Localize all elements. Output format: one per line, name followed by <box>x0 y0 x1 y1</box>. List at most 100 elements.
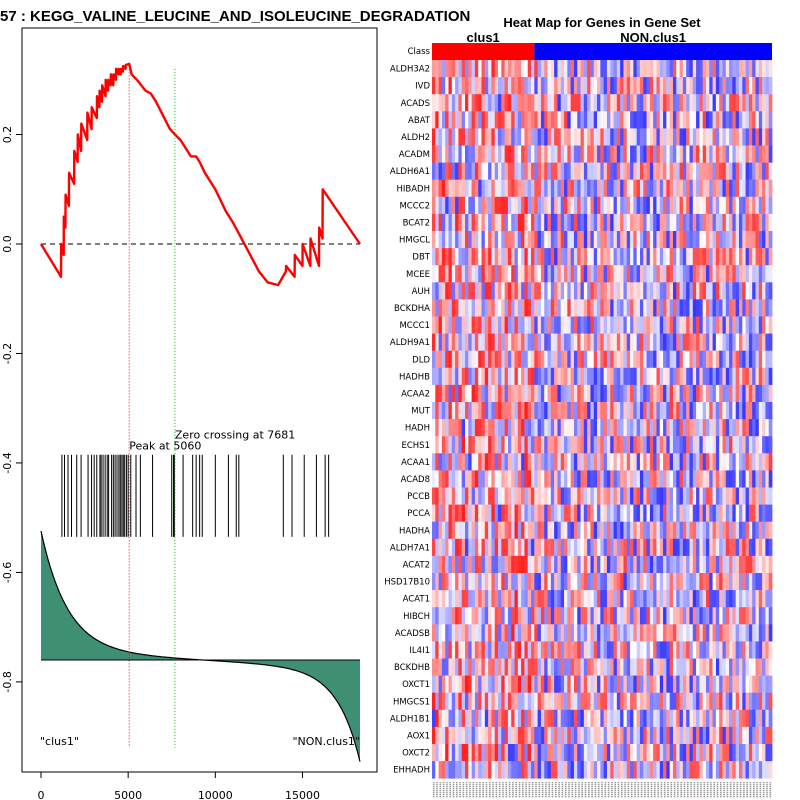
heatmap-cell <box>517 282 522 300</box>
heatmap-cell <box>435 453 439 471</box>
heatmap-cell <box>577 590 581 608</box>
heatmap-cell <box>547 316 552 334</box>
heatmap-cell <box>623 299 628 317</box>
heatmap-cell <box>524 555 529 574</box>
heatmap-cell <box>557 453 562 471</box>
heatmap-cell <box>527 350 532 369</box>
heatmap-cell <box>623 555 628 574</box>
heatmap-cell <box>537 60 542 78</box>
heatmap-cell <box>768 299 773 317</box>
heatmap-cell <box>626 77 631 95</box>
heatmap-cell <box>471 709 476 728</box>
heatmap-cell <box>765 538 770 557</box>
heatmap-cell <box>748 607 753 625</box>
heatmap-cell <box>689 521 694 540</box>
heatmap-cell <box>587 709 591 728</box>
heatmap-cell <box>514 299 519 317</box>
heatmap-cell <box>765 299 770 317</box>
heatmap-cell <box>636 145 641 163</box>
heatmap-cell <box>729 265 733 283</box>
heatmap-cell <box>613 316 618 334</box>
heatmap-cell <box>458 248 463 266</box>
heatmap-cell <box>646 333 651 352</box>
heatmap-cell <box>699 436 704 454</box>
heatmap-cell <box>616 111 621 129</box>
heatmap-cell <box>465 162 469 181</box>
heatmap-cell <box>511 709 515 728</box>
heatmap-cell <box>478 436 482 454</box>
heatmap-cell <box>633 504 638 523</box>
heatmap-cell <box>758 60 763 78</box>
heatmap-cell <box>745 350 750 369</box>
heatmap-cell <box>653 265 657 283</box>
heatmap-cell <box>564 692 568 711</box>
heatmap-cell <box>597 179 601 198</box>
heatmap-cell <box>768 436 773 454</box>
heatmap-cell <box>573 555 578 574</box>
heatmap-cell <box>537 213 542 232</box>
heatmap-cell <box>564 470 568 488</box>
heatmap-cell <box>600 675 605 694</box>
heatmap-cell <box>669 316 674 334</box>
heatmap-cell <box>722 675 727 694</box>
heatmap-cell <box>636 265 641 283</box>
heatmap-cell <box>669 402 674 420</box>
heatmap-cell <box>699 692 704 711</box>
heatmap-cell <box>712 436 717 454</box>
heatmap-cell <box>626 384 631 403</box>
heatmap-cell <box>474 402 479 420</box>
heatmap-cell <box>547 402 552 420</box>
heatmap-cell <box>616 555 621 574</box>
heatmap-cell <box>705 538 710 557</box>
heatmap-cell <box>488 658 492 676</box>
heatmap-cell <box>738 504 743 523</box>
heatmap-cell <box>498 761 502 779</box>
heatmap-cell <box>537 316 542 334</box>
heatmap-cell <box>613 213 618 232</box>
heatmap-cell <box>504 675 509 694</box>
heatmap-cell <box>709 94 713 112</box>
heatmap-cell <box>547 111 552 129</box>
heatmap-cell <box>639 94 644 112</box>
heatmap-cell <box>653 573 657 591</box>
heatmap-cell <box>461 419 466 437</box>
heatmap-cell <box>748 744 753 762</box>
gene-label: IVD <box>415 82 430 92</box>
heatmap-cell <box>755 709 760 728</box>
heatmap-cell <box>583 231 588 249</box>
heatmap-cell <box>498 94 502 112</box>
heatmap-cell <box>620 761 624 779</box>
heatmap-cell <box>729 231 733 249</box>
heatmap-cell <box>593 487 598 505</box>
heatmap-cell <box>762 196 766 215</box>
heatmap-cell <box>676 504 680 523</box>
heatmap-cell <box>672 111 677 129</box>
heatmap-cell <box>659 60 664 78</box>
heatmap-cell <box>458 744 463 762</box>
heatmap-cell <box>550 573 555 591</box>
heatmap-cell <box>606 538 611 557</box>
heatmap-cell <box>461 94 466 112</box>
heatmap-cell <box>471 470 476 488</box>
heatmap-cell <box>663 607 667 625</box>
heatmap-cell <box>583 709 588 728</box>
heatmap-cell <box>438 504 443 523</box>
heatmap-cell <box>474 162 479 181</box>
heatmap-cell <box>610 675 614 694</box>
heatmap-cell <box>474 77 479 95</box>
heatmap-cell <box>656 436 661 454</box>
heatmap-cell <box>491 504 496 523</box>
heatmap-cell <box>653 555 657 574</box>
heatmap-cell <box>623 573 628 591</box>
heatmap-cell <box>603 436 608 454</box>
heatmap-cell <box>732 60 737 78</box>
heatmap-cell <box>491 726 496 745</box>
heatmap-cell <box>438 231 443 249</box>
heatmap-cell <box>600 231 605 249</box>
heatmap-cell <box>755 265 760 283</box>
heatmap-cell <box>603 111 608 129</box>
heatmap-cell <box>715 402 720 420</box>
heatmap-cell <box>653 231 657 249</box>
heatmap-cell <box>554 162 558 181</box>
heatmap-cell <box>722 248 727 266</box>
